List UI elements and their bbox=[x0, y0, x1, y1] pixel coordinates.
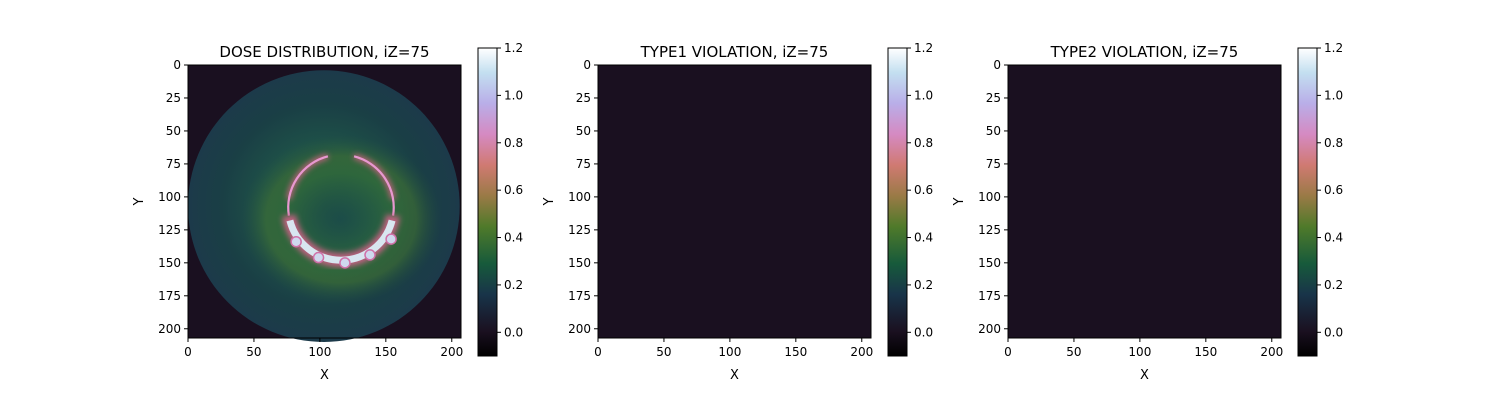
panel-title: TYPE1 VIOLATION, iZ=75 bbox=[640, 43, 829, 61]
x-axis-label: X bbox=[320, 368, 329, 383]
dose-glow bbox=[240, 135, 442, 304]
dose-hotspot bbox=[290, 235, 302, 248]
y-tick-label: 75 bbox=[576, 157, 591, 171]
x-tick-label: 150 bbox=[1194, 345, 1217, 359]
colorbar-tick-label: 1.0 bbox=[914, 88, 933, 102]
y-tick-label: 150 bbox=[978, 256, 1001, 270]
axes-frame bbox=[597, 64, 872, 339]
x-tick-label: 200 bbox=[1260, 345, 1283, 359]
colorbar-tick-label: 0.6 bbox=[914, 183, 933, 197]
dose-ring-upper-left bbox=[287, 155, 329, 216]
colorbar-tick-label: 0.4 bbox=[1324, 231, 1343, 245]
x-tick-label: 0 bbox=[594, 345, 602, 359]
y-tick-label: 125 bbox=[158, 223, 181, 237]
y-tick-label: 0 bbox=[993, 58, 1001, 72]
y-tick-label: 200 bbox=[158, 322, 181, 336]
x-tick-label: 100 bbox=[718, 345, 741, 359]
heatmap-background bbox=[1008, 65, 1281, 338]
panel-3: TYPE2 VIOLATION, iZ=750 50 100 150 200025507… bbox=[952, 41, 1343, 383]
heatmap-background bbox=[598, 65, 871, 338]
colorbar-tick-label: 0.2 bbox=[914, 278, 933, 292]
x-tick-label: 50 bbox=[246, 345, 261, 359]
dose-hotspot bbox=[339, 257, 351, 269]
colorbar-tick-label: 0.8 bbox=[914, 136, 933, 150]
x-tick-label: 0 bbox=[184, 345, 192, 359]
y-tick-label: 75 bbox=[166, 157, 181, 171]
panel-title: TYPE2 VIOLATION, iZ=75 bbox=[1050, 43, 1239, 61]
dose-hotspot bbox=[385, 233, 397, 245]
y-tick-label: 25 bbox=[166, 91, 181, 105]
y-tick-label: 200 bbox=[978, 322, 1001, 336]
x-tick-label: 0 bbox=[1004, 345, 1012, 359]
dose-hotspot bbox=[312, 251, 325, 264]
y-tick-label: 50 bbox=[576, 124, 591, 138]
colorbar-tick-label: 0.8 bbox=[1324, 136, 1343, 150]
dose-hotspot bbox=[364, 249, 376, 261]
y-tick-label: 150 bbox=[568, 256, 591, 270]
colorbar-tick-label: 0.6 bbox=[1324, 183, 1343, 197]
colorbar-tick-label: 0.0 bbox=[504, 325, 523, 339]
y-tick-label: 175 bbox=[158, 289, 181, 303]
colorbar bbox=[477, 47, 498, 357]
x-tick-label: 150 bbox=[374, 345, 397, 359]
y-tick-label: 0 bbox=[173, 58, 181, 72]
y-tick-label: 25 bbox=[576, 91, 591, 105]
y-tick-label: 175 bbox=[568, 289, 591, 303]
x-tick-label: 150 bbox=[784, 345, 807, 359]
x-tick-label: 100 bbox=[1128, 345, 1151, 359]
y-tick-label: 50 bbox=[986, 124, 1001, 138]
colorbar-tick-label: 1.0 bbox=[1324, 88, 1343, 102]
colorbar-tick-label: 1.2 bbox=[504, 41, 523, 55]
colorbar-tick-label: 1.2 bbox=[1324, 41, 1343, 55]
colorbar-tick-label: 0.4 bbox=[914, 231, 933, 245]
y-tick-label: 150 bbox=[158, 256, 181, 270]
colorbar bbox=[887, 47, 908, 357]
colorbar-tick-label: 1.0 bbox=[504, 88, 523, 102]
panel-title: DOSE DISTRIBUTION, iZ=75 bbox=[219, 43, 429, 61]
x-axis-label: X bbox=[730, 368, 739, 383]
colorbar-tick-label: 1.2 bbox=[914, 41, 933, 55]
y-tick-label: 200 bbox=[568, 322, 591, 336]
y-tick-label: 125 bbox=[978, 223, 1001, 237]
colorbar bbox=[1297, 47, 1318, 357]
y-tick-label: 25 bbox=[986, 91, 1001, 105]
x-tick-label: 200 bbox=[440, 345, 463, 359]
colorbar-tick-label: 0.2 bbox=[504, 278, 523, 292]
y-tick-label: 100 bbox=[158, 190, 181, 204]
axes-frame bbox=[1007, 64, 1282, 339]
y-tick-label: 100 bbox=[978, 190, 1001, 204]
colorbar-tick-label: 0.2 bbox=[1324, 278, 1343, 292]
y-axis-label: Y bbox=[132, 197, 147, 206]
y-axis-label: Y bbox=[542, 197, 557, 206]
y-tick-label: 175 bbox=[978, 289, 1001, 303]
colorbar-tick-label: 0.6 bbox=[504, 183, 523, 197]
colorbar-tick-label: 0.4 bbox=[504, 231, 523, 245]
dose-ring-upper-right bbox=[353, 155, 395, 216]
x-tick-label: 50 bbox=[656, 345, 671, 359]
x-axis-label: X bbox=[1140, 368, 1149, 383]
panel-1: DOSE DISTRIBUTION, iZ=750 50 100 150 2000255… bbox=[132, 41, 523, 383]
y-tick-label: 125 bbox=[568, 223, 591, 237]
y-axis-label: Y bbox=[952, 197, 967, 206]
colorbar-tick-label: 0.0 bbox=[914, 325, 933, 339]
axes-frame bbox=[187, 64, 462, 339]
y-tick-label: 100 bbox=[568, 190, 591, 204]
colorbar-tick-label: 0.0 bbox=[1324, 325, 1343, 339]
x-tick-label: 50 bbox=[1066, 345, 1081, 359]
y-tick-label: 75 bbox=[986, 157, 1001, 171]
y-tick-label: 50 bbox=[166, 124, 181, 138]
y-tick-label: 0 bbox=[583, 58, 591, 72]
panel-2: TYPE1 VIOLATION, iZ=750 50 100 150 200025507… bbox=[542, 41, 933, 383]
x-tick-label: 200 bbox=[850, 345, 873, 359]
colorbar-tick-label: 0.8 bbox=[504, 136, 523, 150]
x-tick-label: 100 bbox=[308, 345, 331, 359]
